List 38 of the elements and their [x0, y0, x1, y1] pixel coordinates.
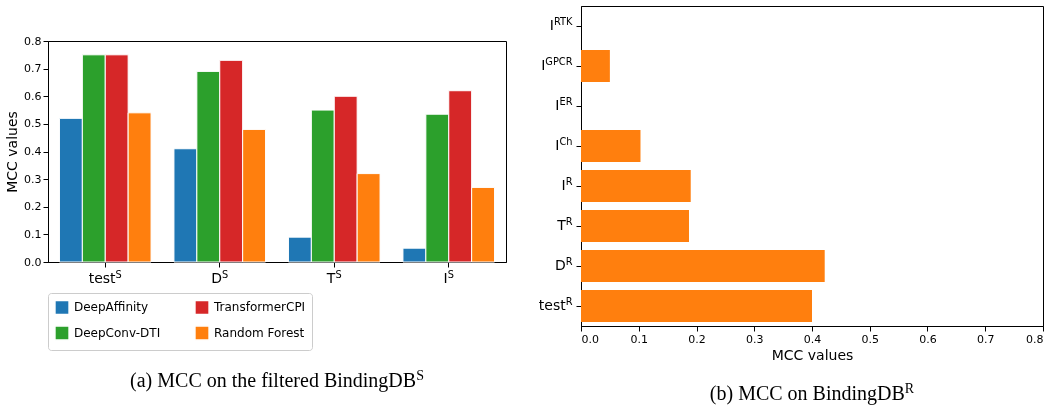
- text: (b) MCC on BindingDB$^{R}$: [709, 380, 915, 405]
- y-tick-label: D$^{R}$: [554, 255, 573, 273]
- y-tick-label: I$^{RTK}$: [549, 15, 574, 33]
- x-tick-label: T$^{S}$: [325, 268, 342, 286]
- x-tick-label: 0.1: [630, 332, 648, 346]
- text: (a) MCC on the filtered BindingDB$^{S}$: [130, 367, 424, 392]
- x-tick-label: 0.0: [581, 332, 599, 346]
- x-tick-label: 0.6: [919, 332, 937, 346]
- x-tick-label: 0.2: [688, 332, 706, 346]
- x-tick-label: 0.3: [746, 332, 764, 346]
- y-tick-label: 0.4: [24, 145, 42, 158]
- y-tick-label: I$^{R}$: [561, 175, 573, 193]
- legend-label: TransformerCPI: [213, 300, 306, 315]
- legend-label: Random Forest: [214, 326, 305, 340]
- x-tick-label: 0.8: [1026, 332, 1044, 346]
- y-tick-label: test$^{R}$: [538, 295, 573, 313]
- y-tick-label: 0.6: [24, 89, 42, 103]
- x-tick-label: I$^{S}$: [443, 268, 454, 286]
- x-tick-label: test$^{S}$: [88, 268, 122, 286]
- x-tick-label: 0.5: [861, 332, 879, 346]
- x-axis-title: MCC values: [771, 346, 854, 363]
- y-tick-label: I$^{Ch}$: [555, 135, 573, 153]
- y-tick-label: I$^{ER}$: [555, 95, 573, 113]
- y-axis-title: MCC values: [4, 111, 21, 193]
- y-tick-label: 0.5: [24, 117, 42, 131]
- legend-label: DeepAffinity: [74, 300, 149, 315]
- y-tick-label: 0.2: [24, 200, 42, 214]
- y-tick-label: 0.3: [24, 172, 42, 186]
- y-tick-label: 0.7: [24, 62, 42, 76]
- legend-label: DeepConv-DTI: [74, 326, 161, 340]
- x-tick-label: 0.7: [977, 332, 995, 346]
- y-tick-label: 0.1: [24, 227, 42, 241]
- y-tick-label: 0.8: [24, 34, 42, 48]
- y-tick-label: 0.0: [24, 255, 42, 269]
- y-tick-label: I$^{GPCR}$: [541, 55, 573, 73]
- x-tick-label: D$^{S}$: [211, 268, 229, 286]
- x-tick-label: 0.4: [803, 332, 822, 346]
- y-tick-label: T$^{R}$: [556, 215, 573, 233]
